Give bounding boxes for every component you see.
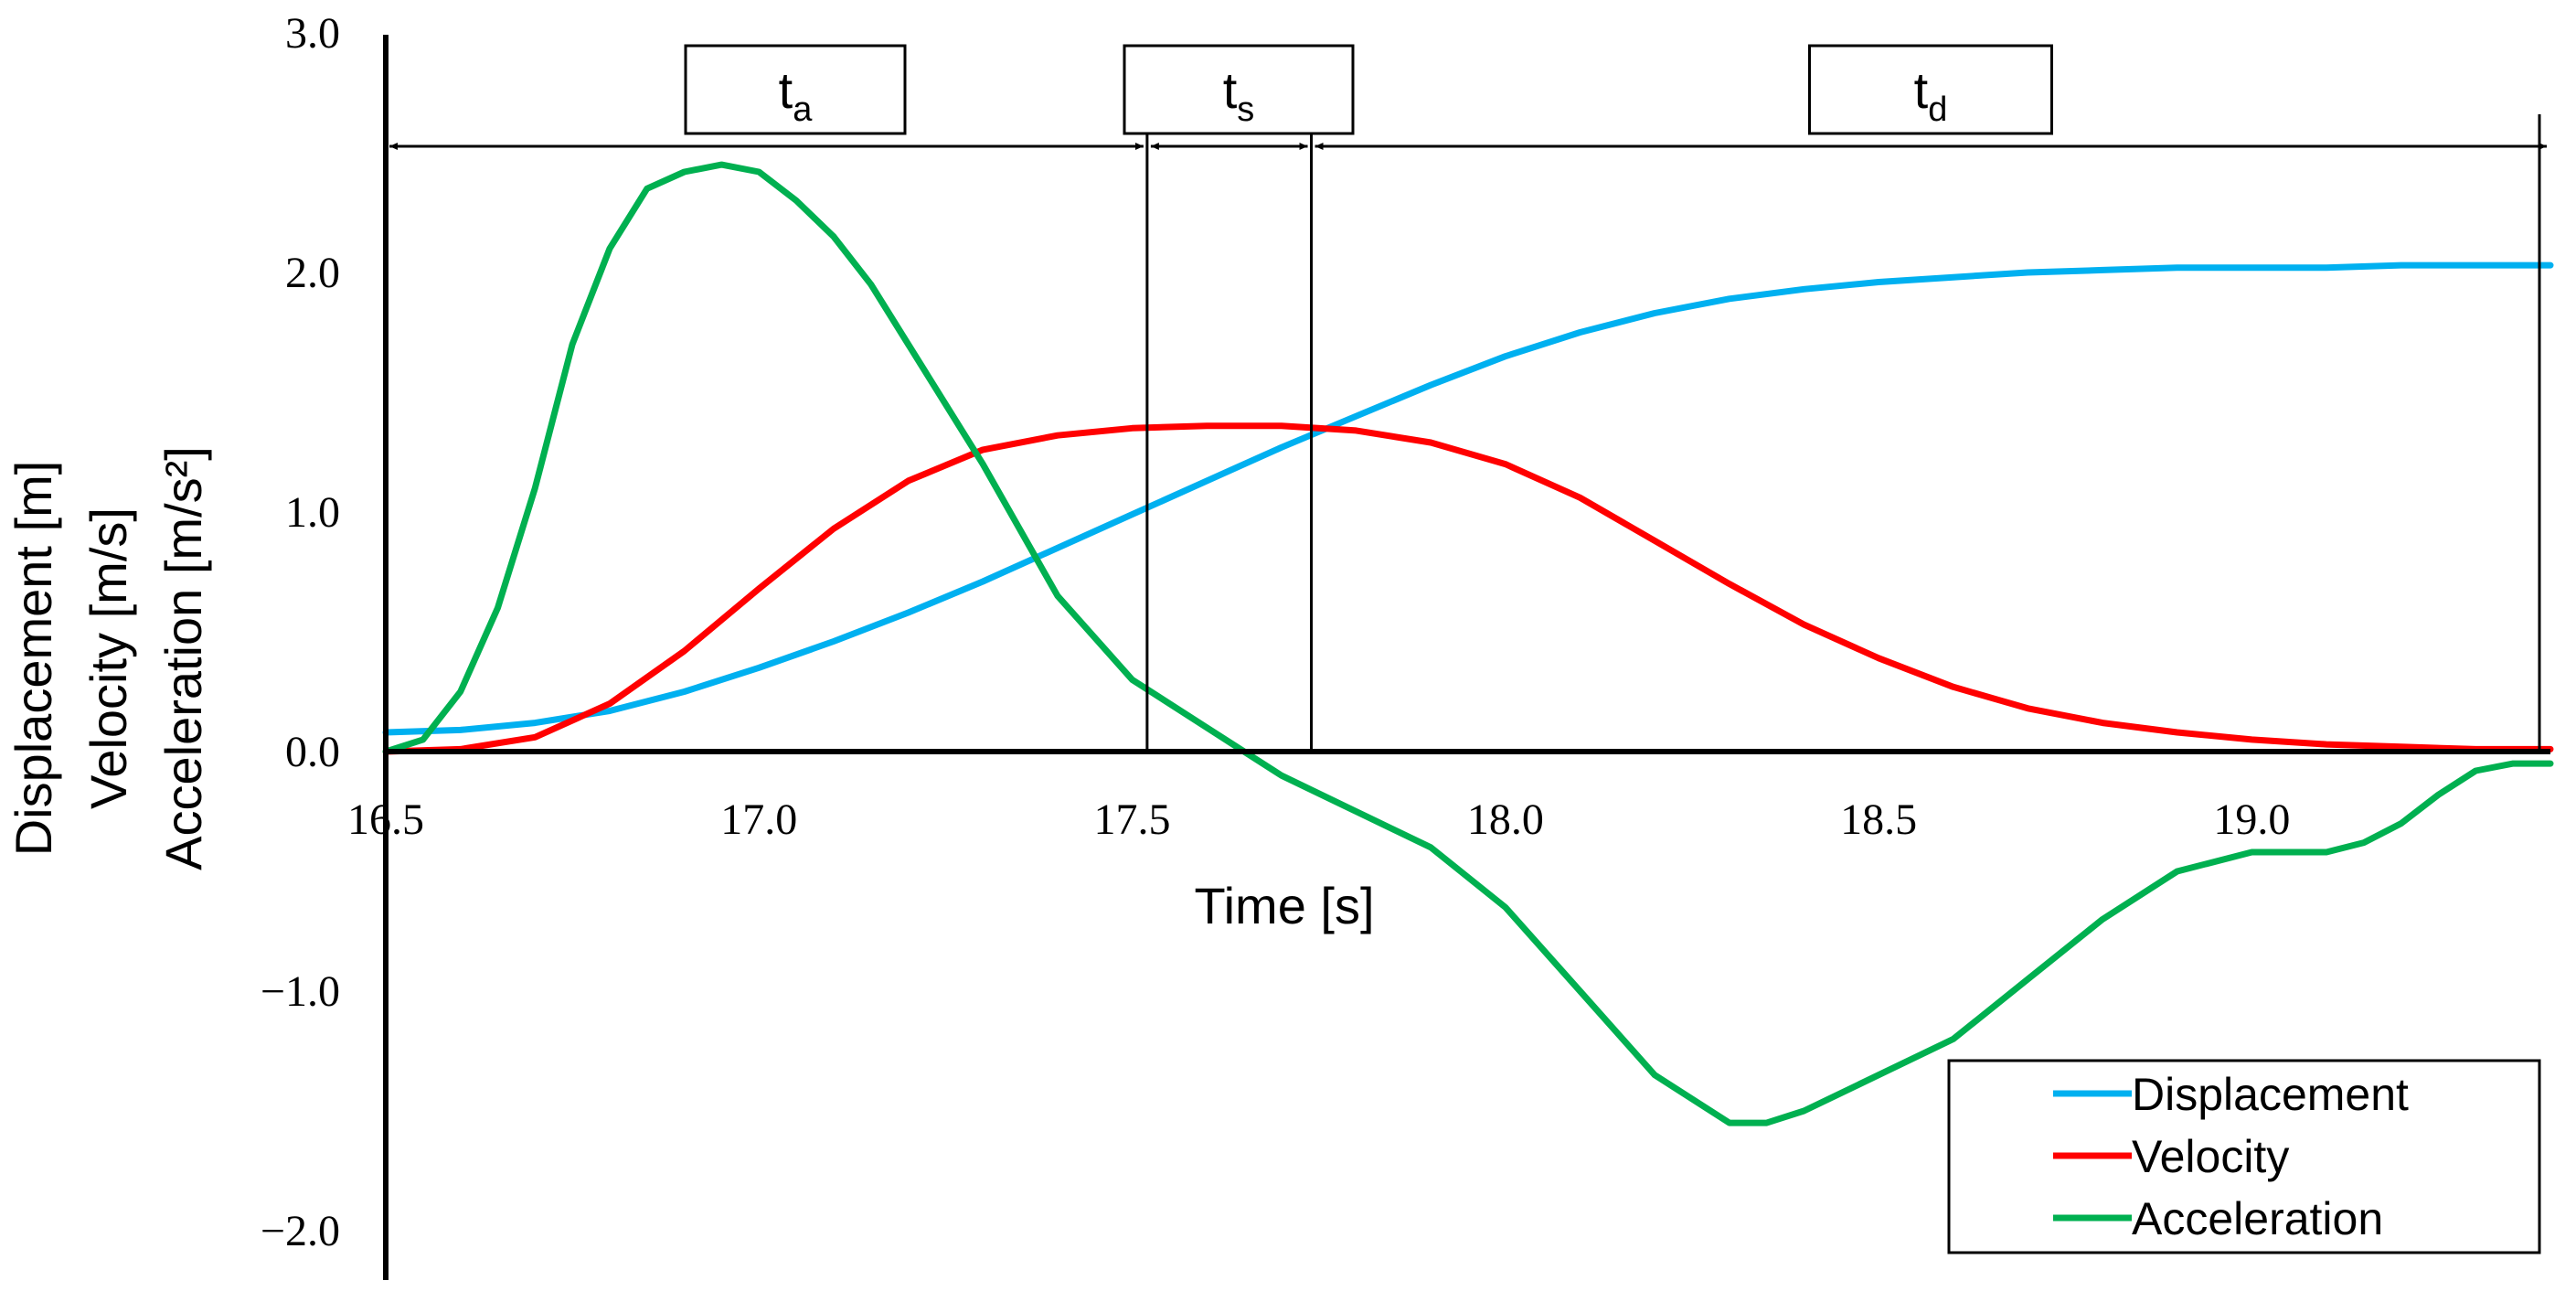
y-tick-label: 3.0 (285, 9, 340, 58)
y-tick-label: 0.0 (285, 728, 340, 776)
x-axis-title: Time [s] (1194, 877, 1374, 934)
legend: Displacement Velocity Acceleration (1947, 1059, 2541, 1254)
series-lines (382, 161, 2554, 1126)
phase-label-subscript: a (793, 91, 813, 129)
y-axis-ticks: 3.0 2.0 1.0 0.0 −1.0 −2.0 (261, 9, 340, 1255)
x-tick-label: 18.5 (1840, 795, 1917, 844)
y-axis-title: Velocity [m/s] (80, 507, 137, 809)
y-axis-titles: Displacement [m] Velocity [m/s] Accelerati… (5, 446, 212, 870)
phase-label-box (1123, 44, 1355, 135)
phase-label-subscript: d (1928, 91, 1947, 129)
y-tick-label: 1.0 (285, 488, 340, 537)
phase-label: ta (779, 61, 814, 129)
y-axis-title: Displacement [m] (5, 461, 62, 857)
y-tick-label: −1.0 (261, 967, 340, 1016)
series-line-acceleration (382, 161, 2554, 1126)
legend-label: Acceleration (2132, 1193, 2383, 1244)
legend-label: Velocity (2132, 1131, 2289, 1182)
phase-label-box (684, 44, 907, 135)
legend-box (1947, 1059, 2541, 1254)
series-line-velocity (382, 422, 2554, 755)
y-axis-title: Acceleration [m/s²] (154, 446, 212, 870)
phase-label-box (1808, 44, 2053, 135)
legend-label: Displacement (2132, 1069, 2409, 1120)
x-tick-label: 19.0 (2213, 795, 2290, 844)
phase-label-subscript: s (1237, 91, 1254, 129)
y-tick-label: −2.0 (261, 1207, 340, 1255)
x-axis-ticks: 16.5 17.0 17.5 18.0 18.5 19.0 (347, 795, 2290, 844)
axes (383, 35, 2550, 1280)
phase-markers: ta ts td (389, 44, 2547, 752)
x-tick-label: 18.0 (1467, 795, 1544, 844)
series-line-displacement (382, 261, 2554, 736)
x-tick-label: 17.5 (1094, 795, 1171, 844)
x-tick-label: 17.0 (720, 795, 797, 844)
y-tick-label: 2.0 (285, 249, 340, 297)
